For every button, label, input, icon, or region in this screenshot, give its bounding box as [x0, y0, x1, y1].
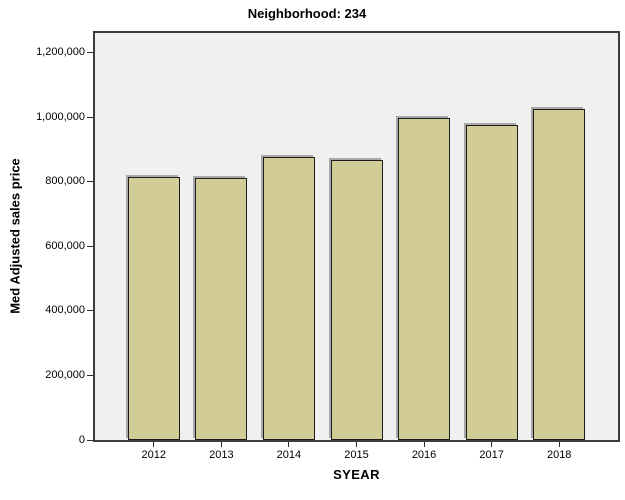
y-tick-label: 600,000 [45, 239, 85, 252]
x-tick-label: 2013 [209, 449, 234, 461]
x-tick-mark [153, 442, 155, 447]
x-tick-label: 2017 [479, 449, 504, 461]
bars-group [95, 33, 618, 440]
x-tick-label: 2014 [276, 449, 302, 461]
x-tick-label: 2012 [141, 449, 167, 461]
bar-column-2013 [188, 33, 256, 440]
x-tick-mark [288, 442, 290, 447]
x-tick-label: 2015 [344, 449, 369, 461]
y-tick-mark [87, 52, 93, 54]
bar-2015 [330, 159, 383, 440]
x-tick-label: 2018 [546, 449, 572, 461]
bar-2017 [465, 124, 518, 440]
bar-2013 [195, 178, 248, 440]
x-tick-mark [558, 442, 560, 447]
bar-2014 [262, 157, 315, 440]
x-tick-mark [491, 442, 493, 447]
x-tick-label: 2016 [411, 449, 437, 461]
y-tick-mark [87, 181, 93, 183]
bar-column-2014 [255, 33, 323, 440]
y-tick-mark [87, 439, 93, 441]
bar-column-2017 [458, 33, 526, 440]
bar-2018 [533, 109, 586, 440]
y-tick-mark [87, 116, 93, 118]
bar-2012 [127, 176, 180, 440]
y-tick-mark [87, 245, 93, 247]
chart-title: Neighborhood: 234 [247, 6, 367, 21]
y-tick-mark [87, 374, 93, 376]
x-axis-title: SYEAR [333, 467, 380, 482]
y-tick-label: 800,000 [45, 175, 85, 188]
bar-2016 [398, 117, 451, 440]
y-tick-label: 400,000 [45, 304, 85, 317]
y-tick-label: 1,000,000 [36, 110, 85, 123]
bar-column-2012 [120, 33, 188, 440]
x-tick-mark [220, 442, 222, 447]
y-tick-label: 200,000 [45, 368, 85, 381]
bar-column-2016 [390, 33, 458, 440]
x-tick-mark [356, 442, 357, 447]
bar-column-2015 [323, 33, 391, 440]
bar-column-2018 [525, 33, 593, 440]
y-tick-label: 0 [78, 433, 85, 446]
y-tick-label: 1,200,000 [36, 46, 85, 59]
y-tick-mark [87, 310, 93, 312]
x-tick-mark [423, 442, 425, 447]
